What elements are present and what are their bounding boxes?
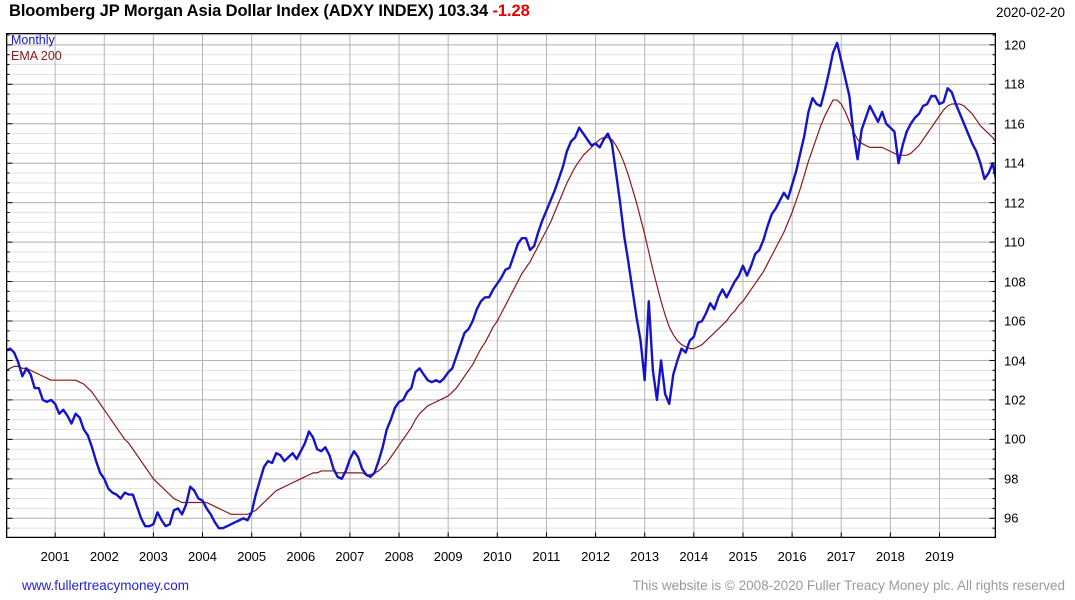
y-axis-tick-label: 112 [1004, 195, 1025, 211]
y-axis-tick-label: 100 [1004, 431, 1026, 447]
axis-lines [6, 33, 996, 538]
y-axis-tick-label: 104 [1004, 353, 1026, 368]
page-title: Bloomberg JP Morgan Asia Dollar Index (A… [9, 2, 530, 21]
x-axis-tick-label: 2012 [581, 549, 611, 564]
y-axis-tick-label: 118 [1004, 76, 1025, 92]
data-series-group [6, 41, 996, 530]
y-axis: 96 98 100 102 104 106 108 110 112 114 116 118 120 [1004, 0, 1074, 600]
x-axis-tick-label: 2007 [335, 549, 365, 564]
axis-tick-marks [6, 34, 996, 538]
x-axis-tick-label: 2010 [482, 549, 512, 564]
chart-header: Bloomberg JP Morgan Asia Dollar Index (A… [0, 0, 1075, 28]
y-axis-tick-label: 120 [1004, 37, 1026, 53]
x-axis-tick-label: 2018 [875, 549, 905, 564]
x-axis-tick-label: 2003 [138, 549, 168, 564]
y-axis-tick-label: 106 [1004, 313, 1026, 329]
x-axis-tick-label: 2011 [532, 549, 561, 564]
y-axis-tick-label: 108 [1004, 274, 1026, 290]
x-axis-tick-label: 2001 [40, 549, 70, 564]
x-axis-tick-label: 2016 [777, 549, 807, 564]
x-axis-tick-label: 2002 [89, 549, 119, 564]
x-axis-tick-label: 2019 [925, 549, 954, 564]
price-change-value: -1.28 [492, 2, 530, 20]
page-title-text: Bloomberg JP Morgan Asia Dollar Index (A… [9, 2, 489, 20]
grid-minor-lines [6, 34, 996, 538]
x-axis-tick-label: 2015 [728, 549, 758, 564]
x-axis-tick-label: 2008 [384, 549, 414, 564]
x-axis-tick-label: 2009 [433, 549, 463, 564]
x-axis-tick-label: 2017 [826, 549, 856, 564]
x-axis: 2001 2002 2003 2004 2005 2006 2007 2008 2009 2010… [0, 549, 1075, 569]
y-axis-tick-label: 116 [1004, 116, 1025, 132]
x-axis-tick-label: 2014 [679, 549, 709, 564]
x-axis-tick-label: 2004 [188, 549, 217, 564]
y-axis-tick-label: 114 [1004, 155, 1025, 171]
y-axis-tick-label: 98 [1004, 471, 1019, 487]
x-axis-tick-label: 2013 [630, 549, 660, 564]
chart-plot-area[interactable] [6, 33, 996, 538]
chart-footer: www.fullertreacymoney.com This website i… [0, 578, 1075, 600]
x-axis-tick-label: 2005 [237, 549, 267, 564]
chart-canvas[interactable] [6, 33, 996, 538]
site-url-link[interactable]: www.fullertreacymoney.com [22, 578, 190, 593]
chart-date-label: 2020-02-20 [995, 5, 1065, 20]
grid-vertical-lines [54, 33, 940, 538]
y-axis-tick-label: 110 [1004, 234, 1025, 250]
y-axis-tick-label: 102 [1004, 392, 1026, 408]
x-axis-tick-label: 2006 [286, 549, 316, 564]
grid-major-lines [6, 44, 996, 519]
y-axis-tick-label: 96 [1004, 510, 1019, 526]
copyright-notice: This website is © 2008-2020 Fuller Treac… [632, 578, 1065, 593]
